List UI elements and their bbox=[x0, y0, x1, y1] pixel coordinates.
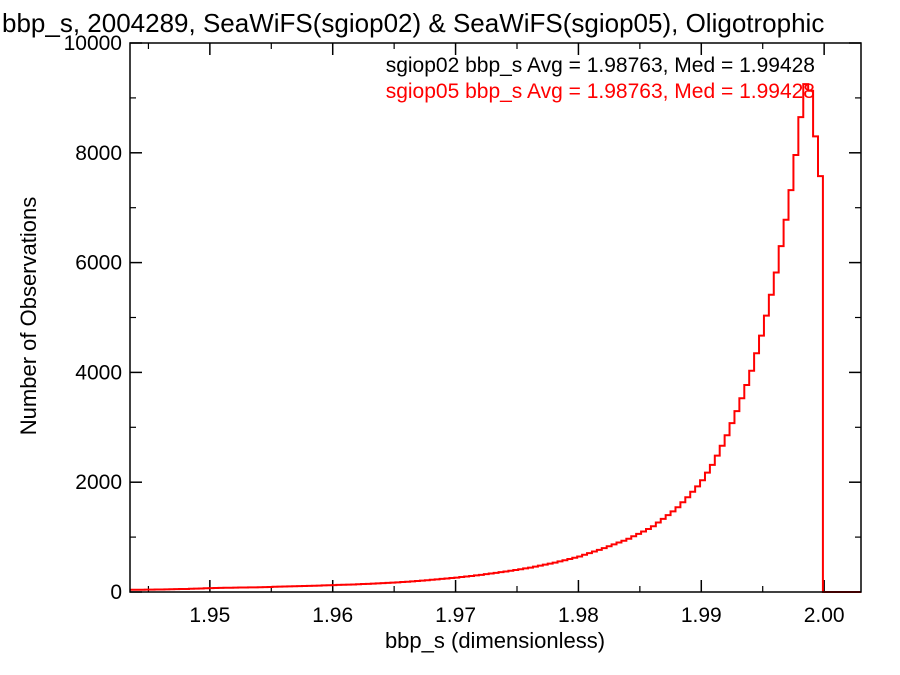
y-tick-label: 0 bbox=[110, 581, 122, 604]
x-tick-label: 2.00 bbox=[804, 604, 845, 627]
y-tick-label: 2000 bbox=[75, 471, 122, 494]
y-tick-label: 8000 bbox=[75, 142, 122, 165]
x-tick-label: 1.99 bbox=[681, 604, 722, 627]
x-axis-label: bbp_s (dimensionless) bbox=[385, 628, 605, 653]
y-tick-label: 4000 bbox=[75, 361, 122, 384]
x-tick-label: 1.98 bbox=[558, 604, 599, 627]
legend-entry-sgiop05: sgiop05 bbp_s Avg = 1.98763, Med = 1.994… bbox=[386, 80, 815, 103]
y-tick-label: 6000 bbox=[75, 252, 122, 275]
x-tick-label: 1.97 bbox=[435, 604, 476, 627]
histogram-series-sgiop05 bbox=[130, 83, 861, 593]
chart-title: bbp_s, 2004289, SeaWiFS(sgiop02) & SeaWi… bbox=[2, 8, 824, 38]
x-tick-label: 1.95 bbox=[189, 604, 230, 627]
legend-entry-sgiop02: sgiop02 bbp_s Avg = 1.98763, Med = 1.994… bbox=[386, 54, 815, 77]
y-axis-label: Number of Observations bbox=[16, 197, 41, 435]
plot-frame bbox=[129, 42, 862, 593]
x-tick-label: 1.96 bbox=[312, 604, 353, 627]
y-tick-label: 10000 bbox=[64, 32, 122, 55]
